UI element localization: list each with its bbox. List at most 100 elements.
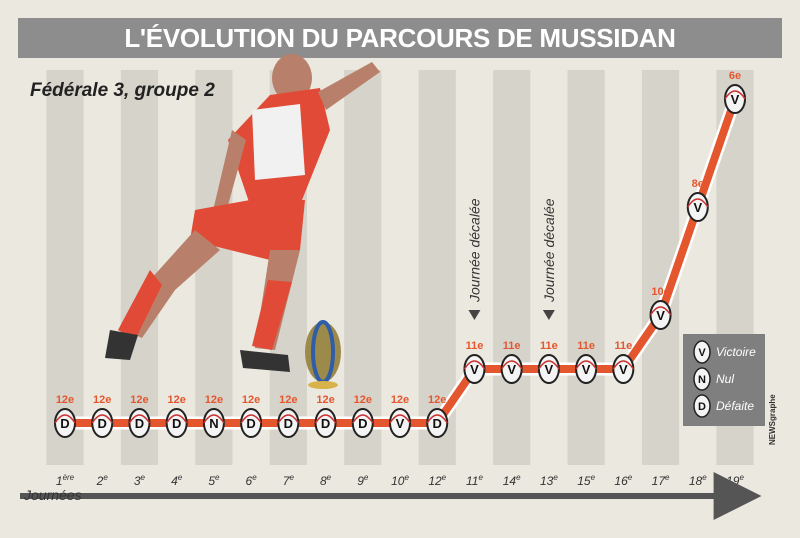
legend: V Victoire N Nul D Défaite	[683, 334, 765, 426]
position-label: 12e	[167, 394, 185, 406]
result-code: V	[470, 362, 479, 377]
position-label: 12e	[316, 394, 334, 406]
result-code: V	[731, 92, 740, 107]
result-marker: D	[314, 408, 337, 438]
result-code: D	[246, 416, 255, 431]
position-label: 12e	[391, 394, 409, 406]
x-tick-label: 17e	[652, 473, 670, 488]
result-marker: N	[202, 408, 225, 438]
stripe	[344, 70, 382, 465]
result-marker: D	[277, 408, 300, 438]
legend-ball-icon	[693, 394, 711, 418]
result-code: D	[135, 416, 144, 431]
x-tick-label: 2e	[96, 473, 109, 488]
result-code: D	[60, 416, 69, 431]
result-code: D	[433, 416, 442, 431]
position-label: 10e	[651, 286, 669, 298]
result-marker: V	[537, 354, 560, 384]
position-label: 12e	[56, 394, 74, 406]
x-tick-label: 14e	[503, 473, 521, 488]
result-marker: V	[575, 354, 598, 384]
title-banner: L'ÉVOLUTION DU PARCOURS DE MUSSIDAN	[18, 18, 782, 58]
chart-subtitle: Fédérale 3, groupe 2	[30, 80, 215, 101]
x-tick-label: 10e	[391, 473, 409, 488]
annotation-text: Journée décalée	[541, 198, 557, 303]
credit-tag: NEWSgraphe	[768, 394, 777, 445]
position-label: 12e	[428, 394, 446, 406]
x-tick-label: 9e	[357, 473, 369, 488]
position-label: 11e	[614, 340, 632, 352]
result-marker: V	[686, 192, 709, 222]
position-label: 12e	[279, 394, 297, 406]
legend-code: D	[698, 401, 706, 413]
x-tick-label: 6e	[246, 473, 258, 488]
x-tick-label: 15e	[577, 473, 595, 488]
result-code: V	[693, 200, 702, 215]
position-label: 11e	[577, 340, 595, 352]
result-code: V	[619, 362, 628, 377]
result-marker: V	[612, 354, 635, 384]
result-code: D	[172, 416, 181, 431]
legend-label: Nul	[716, 372, 734, 386]
x-tick-label: 8e	[320, 473, 332, 488]
series-line	[65, 97, 739, 427]
result-code: D	[321, 416, 330, 431]
legend-code: N	[698, 374, 706, 386]
result-marker: D	[351, 408, 374, 438]
result-code: V	[507, 362, 516, 377]
result-marker: D	[54, 408, 76, 438]
position-label: 11e	[503, 340, 521, 352]
x-tick-label: 12e	[428, 473, 446, 488]
result-marker: D	[128, 408, 151, 438]
annotation-arrow-icon	[542, 310, 555, 320]
series-outline	[65, 96, 742, 430]
legend-label: Défaite	[716, 399, 754, 413]
result-marker: D	[165, 408, 188, 438]
x-tick-label: 18e	[689, 473, 707, 488]
result-marker: V	[649, 300, 672, 330]
legend-ball-icon	[693, 340, 711, 364]
stripe	[493, 70, 531, 465]
position-label: 8e	[692, 178, 704, 190]
result-code: V	[396, 416, 405, 431]
chart-title: L'ÉVOLUTION DU PARCOURS DE MUSSIDAN	[124, 22, 676, 53]
x-tick-label: 16e	[614, 473, 632, 488]
position-label: 6e	[729, 70, 741, 82]
x-tick-label: 1ère	[56, 473, 75, 488]
rugby-player-illustration	[105, 54, 380, 372]
x-axis-label: Journées	[23, 487, 82, 503]
result-code: D	[358, 416, 367, 431]
result-marker: D	[240, 408, 263, 438]
x-tick-label: 19e	[726, 473, 744, 488]
result-marker: V	[463, 354, 486, 384]
result-code: N	[209, 416, 218, 431]
result-marker: V	[389, 408, 411, 438]
rugby-ball-icon	[305, 320, 341, 389]
legend-label: Victoire	[716, 345, 756, 359]
annotation-arrow-icon	[468, 310, 481, 320]
background-stripes	[46, 70, 754, 465]
x-tick-label: 7e	[283, 473, 295, 488]
result-code: D	[284, 416, 293, 431]
stripe	[195, 70, 233, 465]
legend-code: V	[698, 347, 706, 359]
result-marker: D	[91, 408, 114, 438]
result-code: V	[656, 308, 665, 323]
result-code: V	[582, 362, 591, 377]
position-label: 12e	[354, 394, 372, 406]
x-tick-label: 4e	[171, 473, 183, 488]
result-marker: V	[724, 84, 746, 114]
x-tick-label: 3e	[134, 473, 146, 488]
annotation-text: Journée décalée	[466, 198, 482, 303]
x-tick-label: 5e	[208, 473, 220, 488]
position-label: 12e	[242, 394, 260, 406]
result-code: D	[98, 416, 107, 431]
position-label: 12e	[93, 394, 111, 406]
result-marker: V	[500, 354, 523, 384]
x-tick-label: 13e	[540, 473, 558, 488]
stripe	[567, 70, 605, 465]
position-label: 11e	[540, 340, 558, 352]
x-tick-label: 11e	[466, 473, 483, 488]
